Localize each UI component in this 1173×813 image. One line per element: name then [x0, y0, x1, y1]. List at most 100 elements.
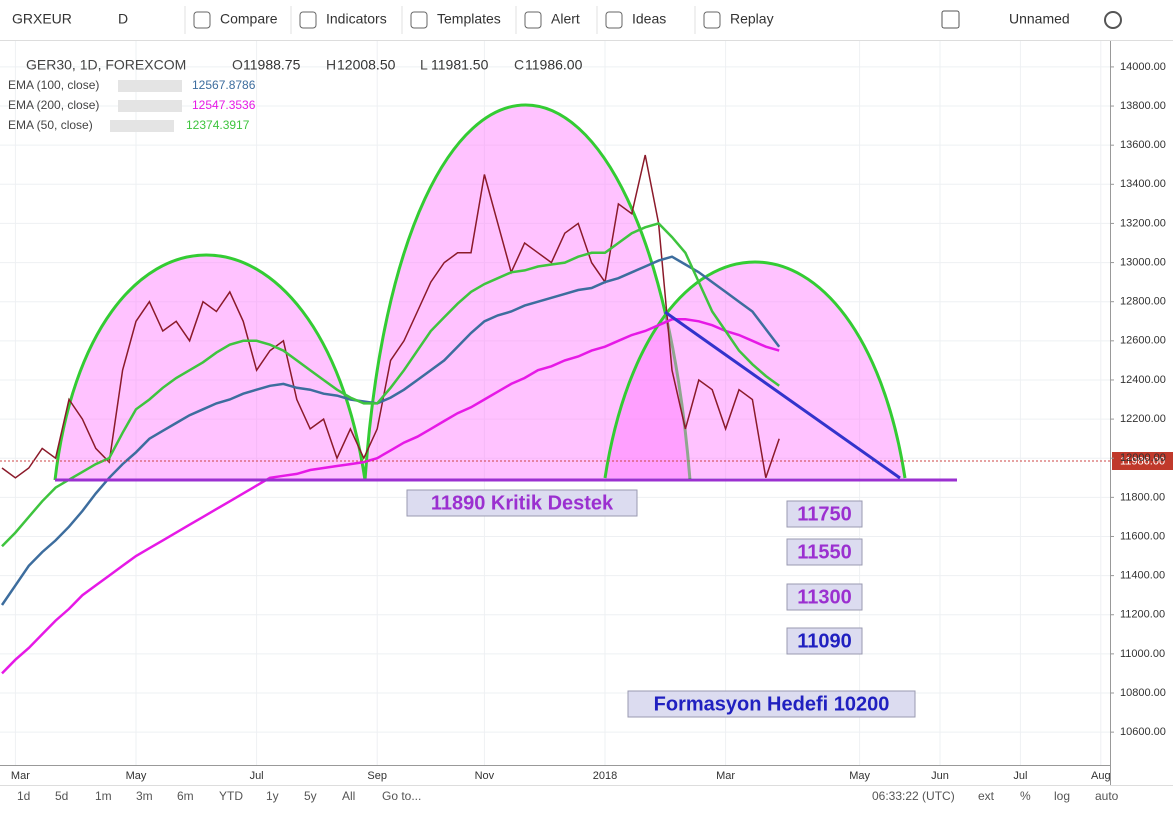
toolbar-icon	[703, 11, 721, 29]
series-line	[1, 154, 780, 479]
head	[363, 103, 692, 481]
range-button[interactable]: 5d	[55, 789, 68, 803]
axis-option[interactable]: auto	[1095, 789, 1119, 803]
x-tick-label: May	[849, 770, 870, 782]
ohlc-value: 11986.00	[525, 57, 583, 73]
axis-option[interactable]: log	[1054, 789, 1070, 803]
toolbar	[0, 0, 1173, 40]
toolbar-icon	[193, 11, 211, 29]
x-tick-label: Nov	[475, 770, 495, 782]
layout-name[interactable]: Unnamed	[1009, 11, 1070, 27]
toolbar-button[interactable]: Replay	[730, 11, 774, 27]
toolbar-icon	[299, 11, 317, 29]
annotations: 11890 Kritik Destek 11750 11550 11300 11090 F…	[406, 489, 916, 718]
annotation-box	[786, 538, 863, 566]
y-tick-label: 11000.00	[1120, 648, 1165, 660]
indicator-value: 12547.3536	[192, 98, 256, 112]
toolbar-button[interactable]: Alert	[551, 11, 580, 27]
interval[interactable]: D	[118, 11, 128, 27]
y-tick-label: 13800.00	[1120, 100, 1166, 112]
range-button[interactable]: 1m	[95, 789, 112, 803]
indicator-controls	[118, 80, 182, 92]
x-tick-label: Sep	[367, 770, 387, 782]
annotation-text: 11890 Kritik Destek	[431, 492, 614, 514]
axis-option[interactable]: %	[1020, 789, 1031, 803]
range-button[interactable]: 3m	[136, 789, 153, 803]
x-tick-label: May	[126, 770, 147, 782]
series-layer	[0, 154, 781, 675]
symbol-title: GER30, 1D, FOREXCOM	[26, 57, 186, 73]
series-line	[0, 255, 781, 606]
indicator-name: EMA (50, close)	[8, 118, 93, 132]
indicator-name: EMA (200, close)	[8, 98, 99, 112]
toolbar-button[interactable]: Indicators	[326, 11, 387, 27]
indicator-value: 12374.3917	[186, 118, 250, 132]
legend: GER30, 1D, FOREXCOM O 11988.75 H 12008.50 L 11…	[8, 57, 583, 132]
y-tick-label: 12400.00	[1120, 374, 1166, 386]
pattern-drawings	[53, 103, 907, 481]
grid	[0, 41, 1110, 765]
y-tick-label: 12000.00	[1120, 452, 1166, 464]
series-line	[1, 318, 780, 675]
y-tick-label: 12200.00	[1120, 413, 1166, 425]
indicator-value: 12567.8786	[192, 78, 256, 92]
annotation-box	[786, 627, 863, 655]
settings-icon[interactable]	[1104, 11, 1122, 29]
y-tick-label: 11400.00	[1120, 570, 1165, 582]
symbol[interactable]: GRXEUR	[12, 11, 72, 27]
range-button[interactable]: 5y	[304, 789, 317, 803]
annotation-text: 11300	[797, 586, 852, 608]
toolbar-button[interactable]: Compare	[220, 11, 278, 27]
bottom-bar: 1d 5d 1m 3m 6m YTD 1y 5y All Go to... 06:33:22 (UT…	[17, 789, 1119, 803]
indicator-controls	[110, 120, 174, 132]
annotation-box	[786, 500, 863, 528]
y-tick-label: 10600.00	[1120, 726, 1166, 738]
indicator-controls	[118, 100, 182, 112]
y-tick-label: 13600.00	[1120, 139, 1166, 151]
left-shoulder	[53, 253, 367, 481]
range-button[interactable]: Go to...	[382, 789, 421, 803]
y-tick-label: 11800.00	[1120, 491, 1165, 503]
y-tick-label: 13400.00	[1120, 178, 1166, 190]
ohlc-label: O	[232, 57, 243, 73]
toolbar-button[interactable]: Templates	[437, 11, 501, 27]
y-tick-label: 11600.00	[1120, 530, 1165, 542]
x-tick-label: 2018	[593, 770, 617, 782]
checkbox[interactable]	[941, 10, 960, 29]
ohlc-label: C	[514, 57, 524, 73]
x-tick-label: Mar	[716, 770, 735, 782]
clock: 06:33:22 (UTC)	[872, 789, 955, 803]
ohlc-value: 11988.75	[243, 57, 301, 73]
y-tick-label: 14000.00	[1120, 61, 1166, 73]
annotation-box	[786, 583, 863, 611]
x-tick-label: Mar	[11, 770, 30, 782]
y-tick-label: 13200.00	[1120, 217, 1166, 229]
annotation-text: 11550	[797, 541, 852, 563]
ohlc-label: L	[420, 57, 428, 73]
toolbar-icon	[524, 11, 542, 29]
y-tick-label: 12600.00	[1120, 335, 1166, 347]
range-button[interactable]: YTD	[219, 789, 243, 803]
annotation-box	[627, 690, 916, 718]
range-button[interactable]: 6m	[177, 789, 194, 803]
y-tick-label: 10800.00	[1120, 687, 1166, 699]
axes: 10600.00 10800.00 11000.00 11200.00 11400.00…	[11, 61, 1166, 782]
range-button[interactable]: 1y	[266, 789, 279, 803]
toolbar-icon	[605, 11, 623, 29]
trend-line	[664, 310, 901, 480]
x-tick-label: Aug	[1091, 770, 1111, 782]
axis-option[interactable]: ext	[978, 789, 995, 803]
right-shoulder	[603, 260, 907, 479]
ohlc-value: 12008.50	[337, 57, 396, 73]
ohlc-label: H	[326, 57, 336, 73]
range-button[interactable]: 1d	[17, 789, 30, 803]
annotation-text: 11750	[797, 503, 852, 525]
y-tick-label: 13000.00	[1120, 256, 1166, 268]
range-button[interactable]: All	[342, 789, 355, 803]
y-tick-label: 11200.00	[1120, 609, 1165, 621]
annotation-text: 11090	[797, 630, 852, 652]
toolbar-button[interactable]: Ideas	[632, 11, 666, 27]
x-tick-label: Jul	[250, 770, 264, 782]
annotation-box	[406, 489, 638, 517]
